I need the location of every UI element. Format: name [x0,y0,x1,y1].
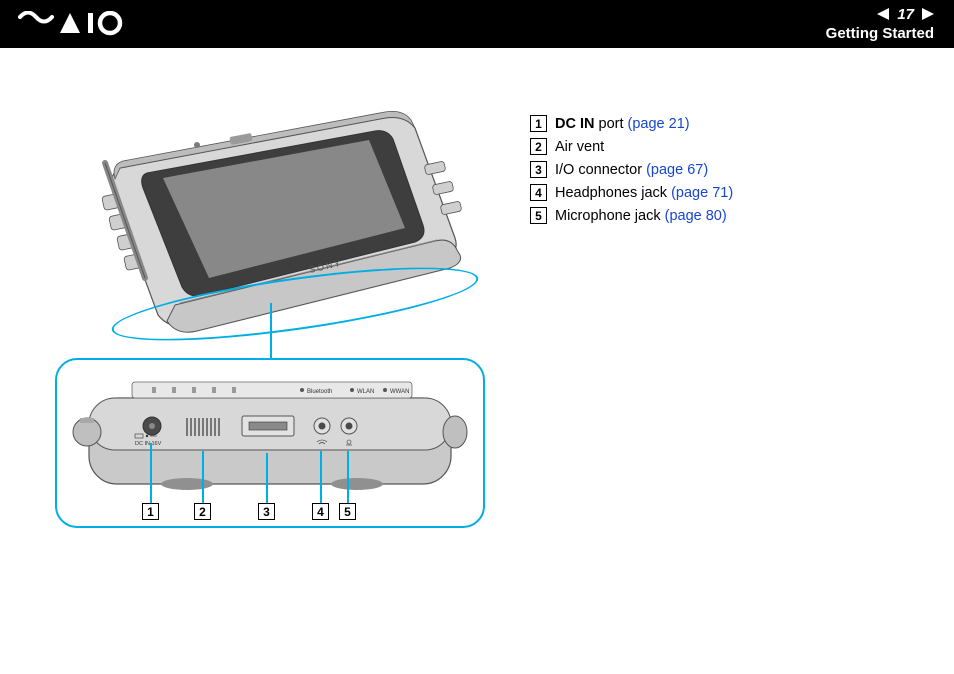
page-content: SONY Bluetooth [0,48,954,250]
callout-item-3: 3 I/O connector (page 67) [530,161,733,178]
page-link[interactable]: (page 80) [665,208,727,224]
callout-list: 1 DC IN port (page 21) 2 Air vent 3 I/O … [530,115,733,230]
callout-item-2: 2 Air vent [530,138,733,155]
pointer-line-5 [347,451,349,505]
callout-number: 2 [530,138,547,155]
callout-number: 3 [530,161,547,178]
diagram-area: SONY Bluetooth [55,103,505,230]
next-page-arrow-icon[interactable] [922,8,934,20]
page-link[interactable]: (page 21) [628,116,690,132]
page-link[interactable]: (page 67) [646,162,708,178]
pointer-line-1 [150,443,152,505]
connector-line [270,303,272,359]
callout-number: 1 [530,115,547,132]
pointer-box-1: 1 [142,503,159,520]
page-header: 17 Getting Started [0,0,954,48]
device-front-illustration: Bluetooth WLAN WWAN DC IN 16V [57,360,483,526]
page-nav: 17 [826,6,934,23]
callout-number: 4 [530,184,547,201]
section-title: Getting Started [826,25,934,42]
svg-text:Bluetooth: Bluetooth [307,389,332,395]
callout-item-5: 5 Microphone jack (page 80) [530,207,733,224]
pointer-box-2: 2 [194,503,211,520]
page-number: 17 [897,6,914,23]
callout-text: Air vent [555,139,604,155]
pointer-line-3 [266,453,268,505]
callout-item-4: 4 Headphones jack (page 71) [530,184,733,201]
header-right: 17 Getting Started [826,6,934,43]
pointer-box-5: 5 [339,503,356,520]
vaio-logo-svg [18,11,128,37]
callout-number: 5 [530,207,547,224]
svg-text:WLAN: WLAN [357,389,374,395]
vaio-logo [18,11,128,37]
pointer-line-4 [320,451,322,505]
callout-text: Headphones jack (page 71) [555,185,733,201]
svg-text:WWAN: WWAN [390,389,409,395]
svg-text:DC IN 16V: DC IN 16V [135,441,162,447]
pointer-line-2 [202,451,204,505]
pointer-box-3: 3 [258,503,275,520]
callout-text: DC IN port (page 21) [555,116,690,132]
callout-item-1: 1 DC IN port (page 21) [530,115,733,132]
callout-text: I/O connector (page 67) [555,162,708,178]
page-link[interactable]: (page 71) [671,185,733,201]
callout-text: Microphone jack (page 80) [555,208,727,224]
prev-page-arrow-icon[interactable] [877,8,889,20]
pointer-box-4: 4 [312,503,329,520]
